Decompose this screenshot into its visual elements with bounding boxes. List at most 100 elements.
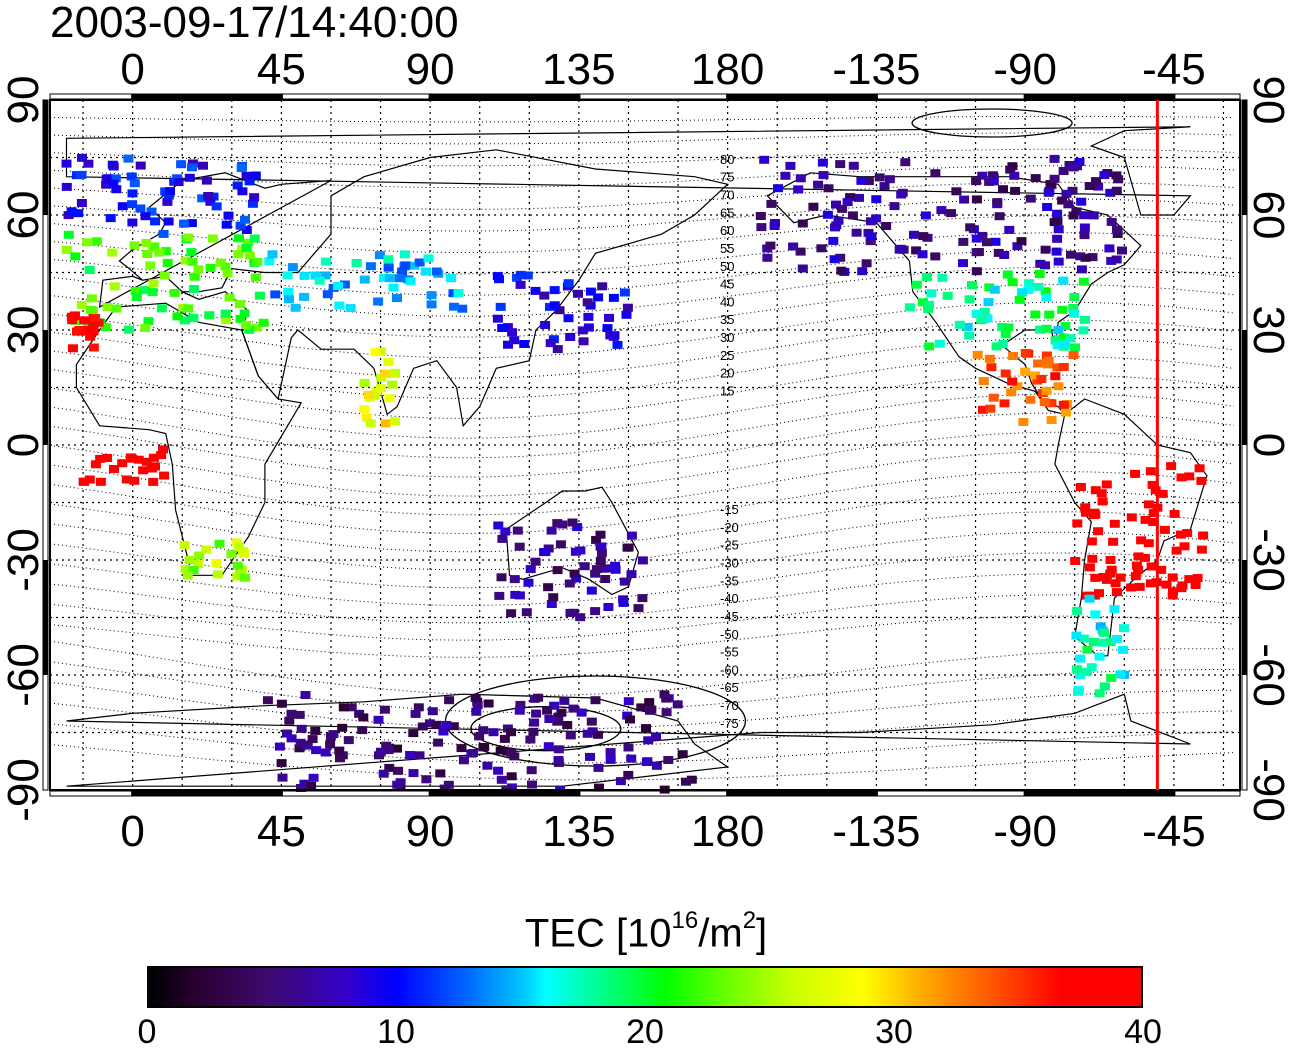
- tec-cell: [127, 200, 138, 209]
- tec-cell: [958, 259, 968, 268]
- tec-cell: [426, 300, 437, 309]
- contour-label: 30: [720, 330, 734, 345]
- tec-cell: [1078, 634, 1089, 643]
- contour-label: 20: [720, 366, 734, 381]
- tec-cell: [162, 258, 173, 267]
- tec-cell: [515, 270, 526, 279]
- tec-cell: [1057, 196, 1068, 205]
- tec-cell: [930, 252, 941, 261]
- tec-cell: [911, 246, 922, 255]
- tec-cell: [410, 709, 421, 718]
- tec-cell: [244, 177, 255, 186]
- lon-label-top: 0: [120, 45, 144, 94]
- tec-cell: [597, 282, 608, 291]
- tec-cell: [129, 241, 140, 250]
- tec-cell: [856, 176, 867, 185]
- tec-cell: [1175, 530, 1186, 539]
- tec-cell: [433, 738, 444, 747]
- magnetic-latitude-contours: [49, 108, 1235, 781]
- tec-cell: [552, 717, 563, 726]
- tec-cell: [1070, 343, 1080, 352]
- colorbar-tick-label: 0: [137, 1013, 157, 1051]
- tec-cell: [145, 261, 156, 270]
- tec-cell: [526, 766, 537, 775]
- tec-cell: [264, 257, 275, 266]
- tec-cell: [605, 755, 616, 764]
- tec-cell: [435, 769, 446, 778]
- tec-cell: [816, 244, 827, 253]
- tec-cell: [951, 187, 962, 196]
- tec-cell: [965, 223, 976, 232]
- tec-cell: [1140, 515, 1151, 524]
- tec-cell: [595, 530, 606, 539]
- tec-cell: [562, 721, 573, 729]
- lon-label-bottom: 0: [120, 807, 144, 856]
- right-scale-block: [1242, 330, 1247, 445]
- tec-cell: [165, 187, 175, 196]
- tec-cell: [871, 214, 882, 223]
- tec-cell: [173, 178, 184, 187]
- tec-cell: [1156, 565, 1167, 574]
- tec-cell: [258, 318, 269, 327]
- tec-cell: [408, 729, 419, 738]
- tec-cell: [129, 476, 140, 485]
- tec-cell: [233, 250, 244, 259]
- tec-cell: [392, 294, 402, 303]
- tec-cell: [1007, 162, 1018, 171]
- tec-cell: [591, 565, 602, 574]
- tec-cell: [379, 705, 390, 714]
- tec-cell: [249, 193, 260, 202]
- tec-cell: [833, 216, 844, 225]
- tec-cell: [299, 271, 310, 280]
- tec-cell: [1044, 310, 1055, 319]
- tec-cell: [677, 750, 688, 759]
- tec-cell: [553, 745, 564, 754]
- tec-cell: [333, 282, 344, 290]
- tec-cell: [762, 253, 773, 262]
- tec-cell: [1169, 509, 1180, 518]
- map-border: [49, 99, 1241, 791]
- tec-cell: [1075, 654, 1085, 663]
- tec-cell: [1033, 359, 1044, 368]
- tec-cell: [596, 542, 607, 551]
- tec-cell: [977, 314, 988, 323]
- tec-cell: [121, 475, 132, 484]
- contour-label: -30: [720, 555, 739, 570]
- colorbar-title: TEC [1016/m2]: [524, 907, 768, 956]
- tec-cell: [109, 465, 119, 473]
- tec-cell: [865, 217, 876, 226]
- tec-cell: [395, 778, 406, 787]
- tec-cell: [1196, 476, 1207, 485]
- tec-cell: [1096, 489, 1107, 498]
- tec-cell: [644, 698, 655, 707]
- contour-label: -65: [720, 680, 739, 695]
- tec-cell: [554, 306, 565, 315]
- tec-cell: [977, 231, 988, 240]
- tec-cell: [1058, 276, 1069, 285]
- tec-cell: [958, 237, 969, 246]
- tec-cell: [990, 237, 1001, 246]
- tec-cell: [189, 272, 200, 281]
- tec-cell: [756, 223, 767, 232]
- tec-cell: [515, 280, 526, 289]
- tec-cell: [1112, 225, 1122, 234]
- tec-cell: [61, 182, 72, 191]
- tec-cell: [1130, 469, 1141, 478]
- tec-cell: [590, 569, 601, 578]
- tec-cell: [828, 236, 839, 245]
- tec-cell: [1106, 673, 1117, 682]
- tec-cell: [1057, 305, 1068, 314]
- tec-cell: [1070, 557, 1081, 565]
- tec-cell: [240, 215, 250, 224]
- tec-cell: [93, 318, 104, 327]
- tec-cell: [851, 228, 862, 237]
- tec-cell: [1043, 356, 1054, 365]
- lat-label-left: 0: [0, 433, 48, 457]
- tec-cell: [284, 716, 295, 725]
- contour-line: [49, 531, 1235, 589]
- tec-cell: [605, 748, 616, 757]
- tec-cell: [983, 298, 994, 307]
- tec-cell: [1053, 382, 1064, 391]
- tec-cell: [937, 273, 948, 282]
- tec-cell: [884, 175, 895, 184]
